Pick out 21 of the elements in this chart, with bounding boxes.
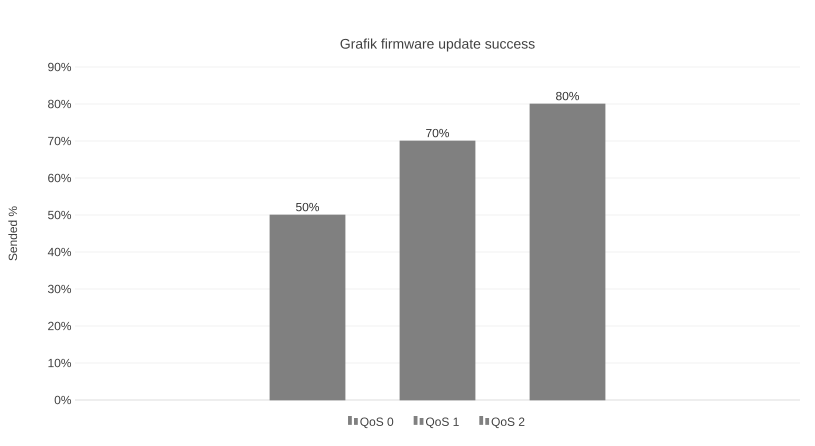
y-tick-label: 40% bbox=[48, 248, 72, 256]
bar bbox=[270, 214, 346, 400]
data-label: 50% bbox=[296, 202, 320, 212]
bar bbox=[530, 104, 606, 400]
legend-label: QoS 0 bbox=[360, 418, 394, 428]
y-tick-label: 70% bbox=[48, 136, 72, 146]
bar bbox=[400, 140, 476, 400]
y-tick-label: 80% bbox=[48, 100, 72, 108]
y-tick-label: 60% bbox=[48, 174, 72, 182]
y-tick-label: 50% bbox=[48, 210, 72, 220]
y-tick-label: 30% bbox=[48, 284, 72, 294]
y-tick-label: 10% bbox=[48, 358, 72, 368]
data-label: 70% bbox=[426, 128, 450, 138]
y-tick-label: 0% bbox=[54, 396, 72, 404]
chart-title: Grafik firmware update success bbox=[340, 38, 535, 52]
y-axis-title: Sended % bbox=[8, 206, 18, 261]
y-tick-label: 90% bbox=[48, 62, 72, 72]
legend-label: QoS 2 bbox=[492, 418, 524, 428]
data-label: 80% bbox=[556, 92, 580, 100]
legend-label: QoS 1 bbox=[426, 418, 459, 428]
y-tick-label: 20% bbox=[48, 322, 72, 330]
